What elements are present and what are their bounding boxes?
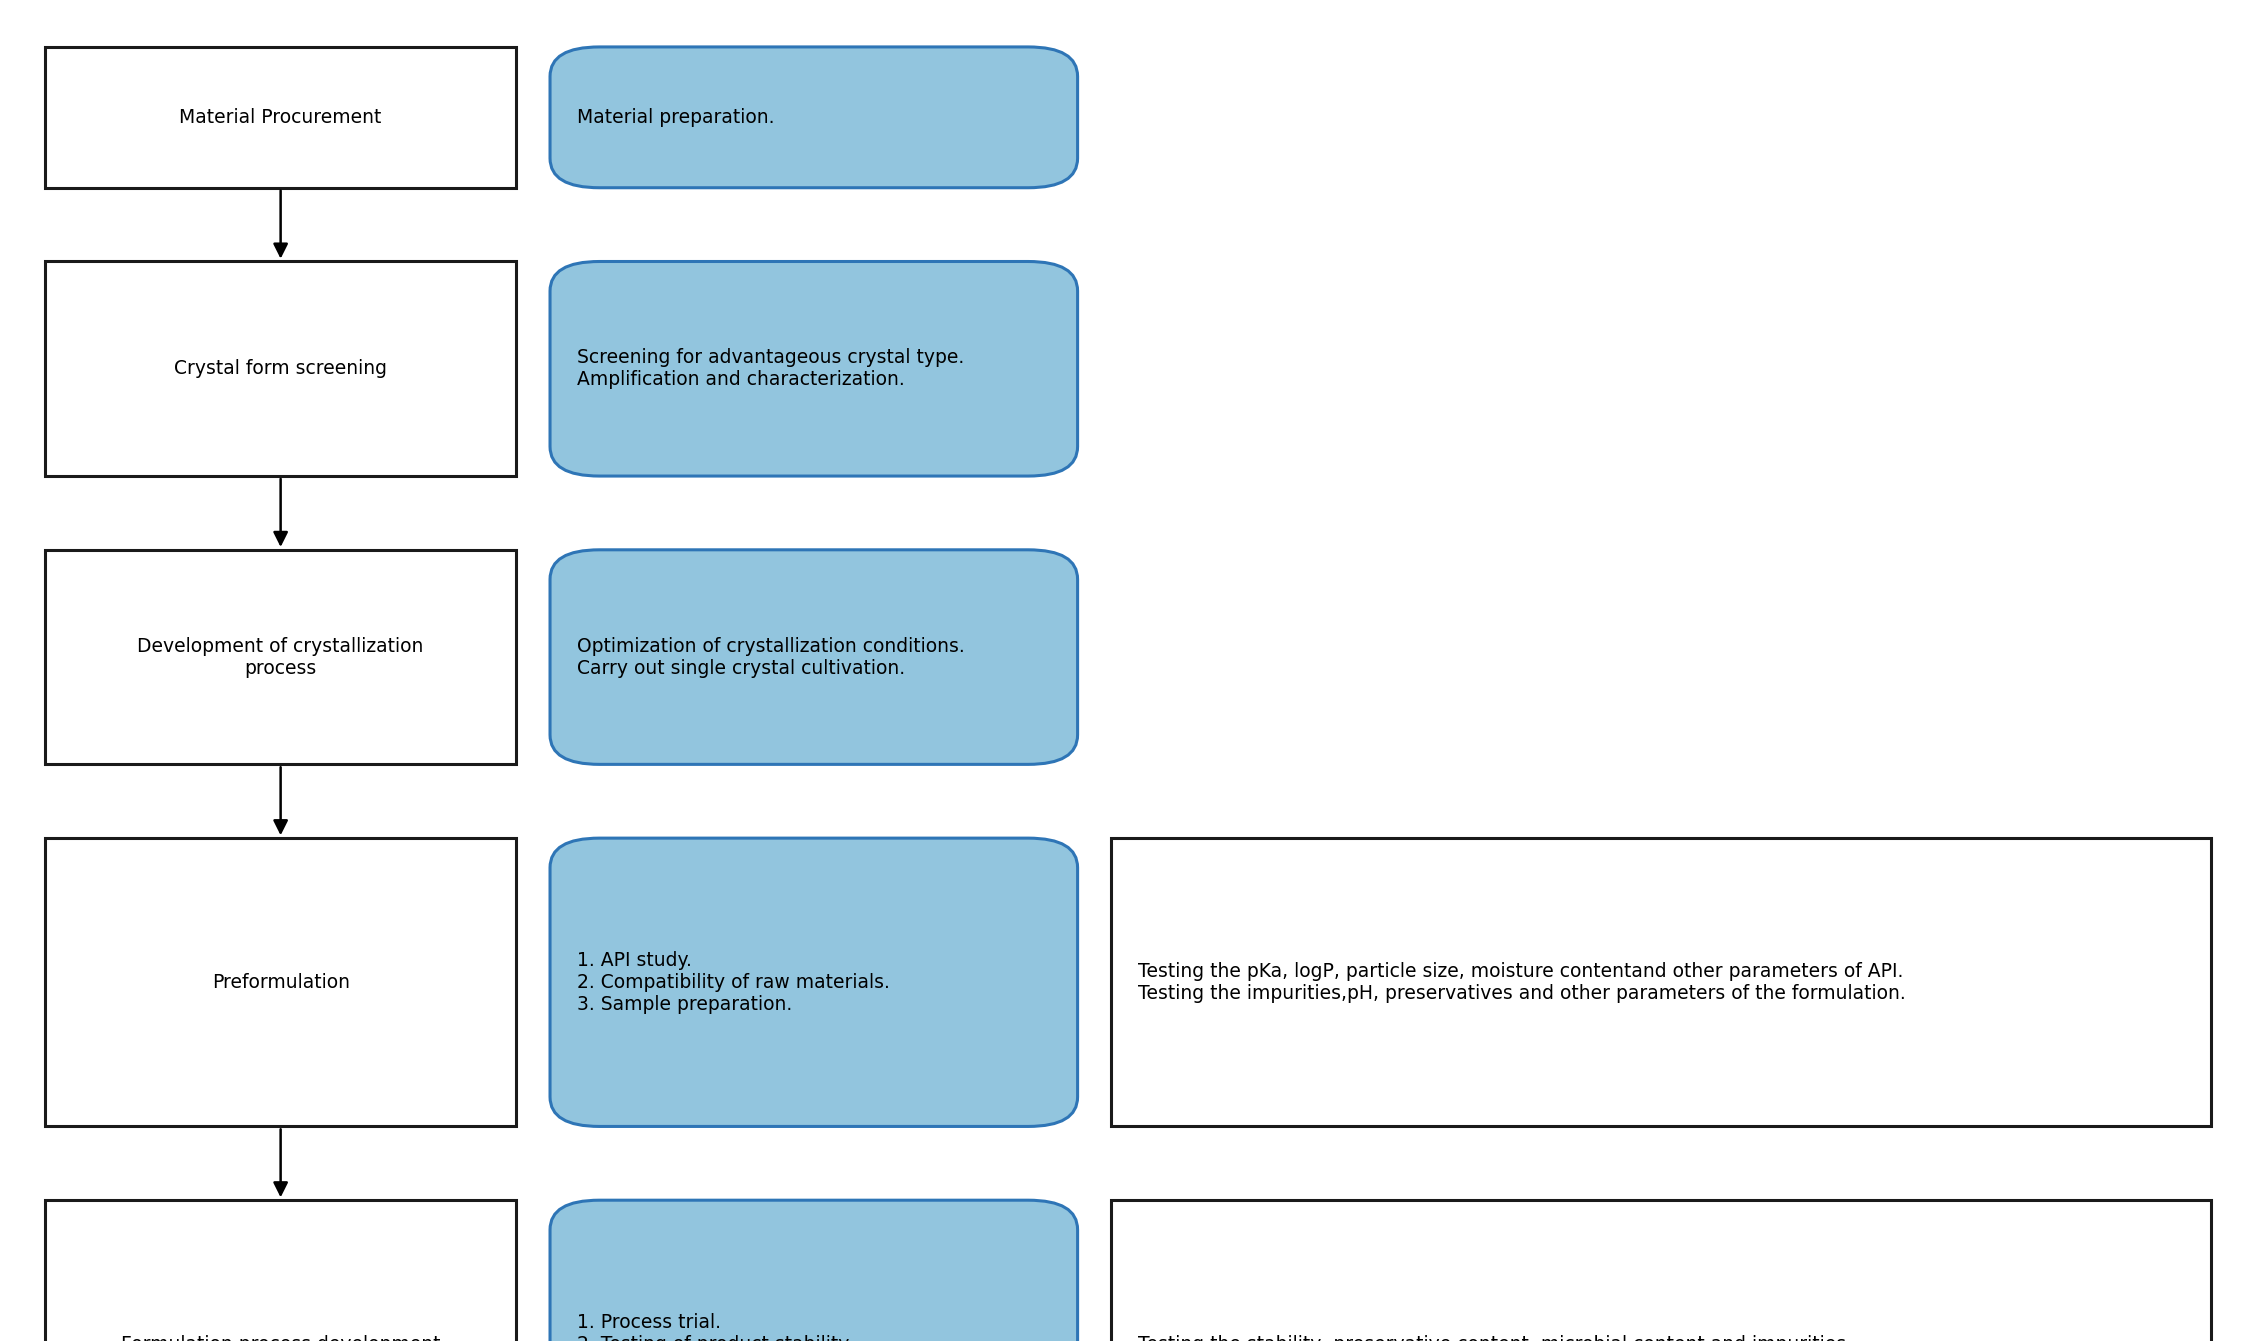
Bar xyxy=(45,838,516,1126)
Text: Testing the stability, preservative content, microbial content and impurities.: Testing the stability, preservative cont… xyxy=(1138,1334,1852,1341)
Text: Preformulation: Preformulation xyxy=(211,972,350,992)
Bar xyxy=(45,1200,516,1341)
FancyBboxPatch shape xyxy=(550,838,1078,1126)
Text: Formulation process development: Formulation process development xyxy=(121,1334,440,1341)
Text: Development of crystallization
process: Development of crystallization process xyxy=(137,637,424,677)
Text: Material Procurement: Material Procurement xyxy=(180,107,382,127)
Bar xyxy=(45,550,516,764)
FancyBboxPatch shape xyxy=(550,550,1078,764)
FancyBboxPatch shape xyxy=(550,47,1078,188)
Text: 1. Process trial.
2. Testing of product stability.
3. Method development and tes: 1. Process trial. 2. Testing of product … xyxy=(577,1313,914,1341)
Text: Screening for advantageous crystal type.
Amplification and characterization.: Screening for advantageous crystal type.… xyxy=(577,349,963,389)
Bar xyxy=(45,47,516,188)
Bar xyxy=(45,261,516,476)
Text: Optimization of crystallization conditions.
Carry out single crystal cultivation: Optimization of crystallization conditio… xyxy=(577,637,965,677)
Text: 1. API study.
2. Compatibility of raw materials.
3. Sample preparation.: 1. API study. 2. Compatibility of raw ma… xyxy=(577,951,889,1014)
Text: Crystal form screening: Crystal form screening xyxy=(175,359,386,378)
FancyBboxPatch shape xyxy=(550,1200,1078,1341)
FancyBboxPatch shape xyxy=(550,261,1078,476)
Text: Material preparation.: Material preparation. xyxy=(577,107,775,127)
Text: Testing the pKa, logP, particle size, moisture contentand other parameters of AP: Testing the pKa, logP, particle size, mo… xyxy=(1138,961,1906,1003)
Bar xyxy=(1111,838,2211,1126)
Bar xyxy=(1111,1200,2211,1341)
